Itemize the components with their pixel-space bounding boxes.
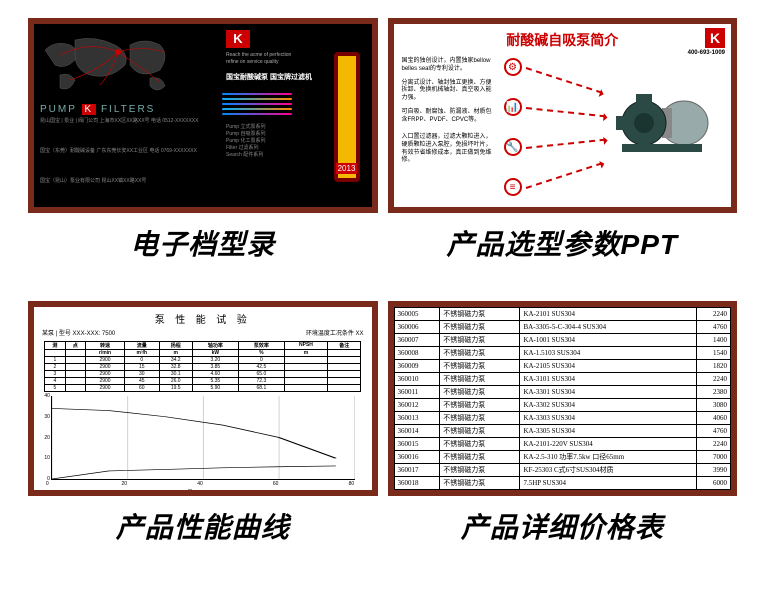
price-table: 360005不锈钢磁力泵KA-2101 SUS3042240360006不锈钢磁…: [394, 307, 732, 496]
caption-curve: 产品性能曲线: [116, 506, 290, 546]
caption-catalog: 电子档型录: [130, 223, 275, 263]
ppt-title: 耐酸碱自吸泵简介: [394, 24, 732, 50]
ppt-k-logo: K: [705, 28, 725, 48]
catalog-thumb: PUMP K FILTERS 昆山国宝 | 泵业 | 阀门公司 上海市XX区XX…: [34, 24, 372, 207]
node-2: 📊: [504, 98, 522, 116]
feature-diagram: ⚙ 📊 🔧 ≡: [504, 58, 714, 198]
company-block-1: 昆山国宝 | 泵业 | 阀门公司 上海市XX区XX路XX号 电话 0512-XX…: [40, 118, 198, 125]
phone-number: 400-693-1009: [688, 50, 725, 56]
caption-ppt: 产品选型参数PPT: [447, 223, 678, 263]
desc-block-2: 入口置过滤器，过滤大颗粒进入，硬质颗粒进入泵腔，免损坏叶片，有效节省维修成本，真…: [402, 134, 494, 165]
ppt-frame: 耐酸碱自吸泵简介 K 400-693-1009 国宝的独创设计，内置独家bell…: [388, 18, 738, 213]
catalog-frame: PUMP K FILTERS 昆山国宝 | 泵业 | 阀门公司 上海市XX区XX…: [28, 18, 378, 213]
curve-thumb: 泵 性 能 试 验 某泵 | 型号 XXX-XXX: 7500 环境温度工况条件…: [34, 307, 372, 490]
node-1: ⚙: [504, 58, 522, 76]
price-thumb: 360005不锈钢磁力泵KA-2101 SUS3042240360006不锈钢磁…: [394, 307, 732, 490]
pump-image: [614, 88, 714, 158]
wave-graphic: [222, 90, 292, 118]
performance-chart: 010203040020406080Flow: [51, 396, 355, 480]
curve-frame: 泵 性 能 试 验 某泵 | 型号 XXX-XXX: 7500 环境温度工况条件…: [28, 301, 378, 496]
center-list: Pump 立式泵系列Pump 自吸泵系列Pump 化工泵系列Filter 过滤系…: [226, 124, 265, 159]
cell-catalog: PUMP K FILTERS 昆山国宝 | 泵业 | 阀门公司 上海市XX区XX…: [28, 18, 378, 291]
cell-ppt: 耐酸碱自吸泵简介 K 400-693-1009 国宝的独创设计，内置独家bell…: [388, 18, 738, 291]
company-block-3: 国宝（昆山）泵业有限公司 昆山XX镇XX路XX号: [40, 178, 146, 185]
price-frame: 360005不锈钢磁力泵KA-2101 SUS3042240360006不锈钢磁…: [388, 301, 738, 496]
node-3: 🔧: [504, 138, 522, 156]
tagline: Reach the acme of perfection refine on s…: [226, 52, 291, 66]
cell-price: 360005不锈钢磁力泵KA-2101 SUS3042240360006不锈钢磁…: [388, 301, 738, 574]
caption-price: 产品详细价格表: [461, 506, 664, 546]
desc-block-1: 国宝的独创设计，内置独家bellow belles seal的专利设计。 分离式…: [402, 58, 494, 125]
curve-sub: 某泵 | 型号 XXX-XXX: 7500 环境温度工况条件 XX: [34, 326, 372, 339]
k-logo: K: [226, 30, 250, 48]
curve-title: 泵 性 能 试 验: [34, 307, 372, 326]
node-4: ≡: [504, 178, 522, 196]
brand-line: PUMP K FILTERS: [40, 104, 155, 115]
product-slogan: 国宝耐酸碱泵 国宝牌过滤机: [226, 72, 312, 82]
world-map: [40, 30, 190, 100]
company-block-2: 国宝（东莞）耐酸碱设备 广东东莞长安XX工业区 电话 0769-XXXXXXX: [40, 148, 197, 155]
year-ribbon: 2013: [334, 52, 360, 182]
curve-data-table: 测点转速流量扬程轴功率泵效率NPSH备注r/minm³/hmkW%m129000…: [44, 341, 361, 392]
cell-curve: 泵 性 能 试 验 某泵 | 型号 XXX-XXX: 7500 环境温度工况条件…: [28, 301, 378, 574]
document-grid: PUMP K FILTERS 昆山国宝 | 泵业 | 阀门公司 上海市XX区XX…: [0, 0, 765, 591]
ppt-thumb: 耐酸碱自吸泵简介 K 400-693-1009 国宝的独创设计，内置独家bell…: [394, 24, 732, 207]
